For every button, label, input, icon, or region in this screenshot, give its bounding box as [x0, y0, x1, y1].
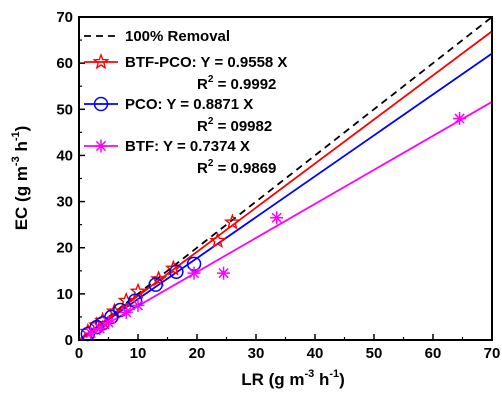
data-point-series-3 [270, 211, 284, 225]
fit-line-series-1 [78, 30, 493, 341]
data-point-series-1 [209, 231, 227, 249]
legend-marker-series-1 [92, 53, 110, 70]
r-squared-label-series-1: R2 = 0.9992 [197, 74, 276, 93]
data-point-series-3 [93, 321, 107, 335]
data-point-series-3 [131, 298, 145, 312]
legend: 100% Removal BTF-PCO: Y = 0.9558 X R2 = 0.… [84, 28, 287, 177]
fit-line-series-2 [78, 52, 493, 341]
x-axis-label: LR (g m-3 h-1) [241, 368, 345, 389]
y-tick-label: 30 [56, 194, 73, 211]
fit-line-series-3 [78, 101, 493, 341]
legend-label-series-3: BTF: Y = 0.7374 X [125, 138, 250, 155]
x-tick-label: 60 [425, 345, 442, 362]
y-tick-label: 40 [56, 147, 73, 164]
x-tick-label: 70 [484, 345, 501, 362]
data-point-series-3 [453, 112, 467, 126]
data-point-series-1 [150, 270, 168, 287]
x-tick-label: 20 [189, 345, 206, 362]
plot-lines [78, 16, 493, 341]
data-point-series-1 [223, 213, 241, 230]
data-point-series-2 [127, 293, 143, 309]
y-axis-label: EC (g m-3 h-1) [10, 126, 31, 231]
legend-label-series-1: BTF-PCO: Y = 0.9558 X [125, 54, 287, 71]
legend-label-reference: 100% Removal [125, 28, 230, 45]
y-tick-label: 10 [56, 286, 73, 303]
legend-label-series-2: PCO: Y = 0.8871 X [125, 96, 253, 113]
x-tick-label: 40 [307, 345, 324, 362]
data-point-series-2 [104, 309, 119, 325]
r-squared-label-series-3: R2 = 0.9869 [197, 158, 276, 177]
y-tick-label: 70 [56, 9, 73, 26]
y-tick-label: 0 [65, 332, 73, 349]
data-point-series-3 [102, 315, 115, 329]
x-tick-label: 0 [75, 345, 83, 362]
data-point-series-2 [148, 277, 163, 292]
data-point-series-1 [117, 291, 135, 309]
legend-marker-series-2 [93, 96, 109, 112]
legend-marker-series-3 [94, 139, 108, 153]
data-point-series-1 [105, 302, 123, 319]
x-tick-label: 30 [248, 345, 265, 362]
x-tick-label: 50 [366, 345, 383, 362]
data-point-series-2 [169, 264, 184, 279]
reference-line-100-removal [78, 16, 493, 341]
data-point-series-3 [119, 305, 133, 319]
axis-ticks: 0 10 20 30 40 50 60 70 0 10 20 30 40 50 60 70 [56, 9, 500, 362]
data-point-series-3 [217, 266, 231, 280]
data-point-series-3 [187, 266, 201, 280]
x-tick-label: 10 [130, 345, 147, 362]
r-squared-label-series-2: R2 = 09982 [197, 116, 272, 135]
y-tick-label: 60 [56, 55, 73, 72]
y-tick-label: 50 [56, 101, 73, 118]
data-markers [79, 112, 467, 342]
y-tick-label: 20 [56, 240, 73, 257]
data-point-series-3 [84, 326, 98, 340]
